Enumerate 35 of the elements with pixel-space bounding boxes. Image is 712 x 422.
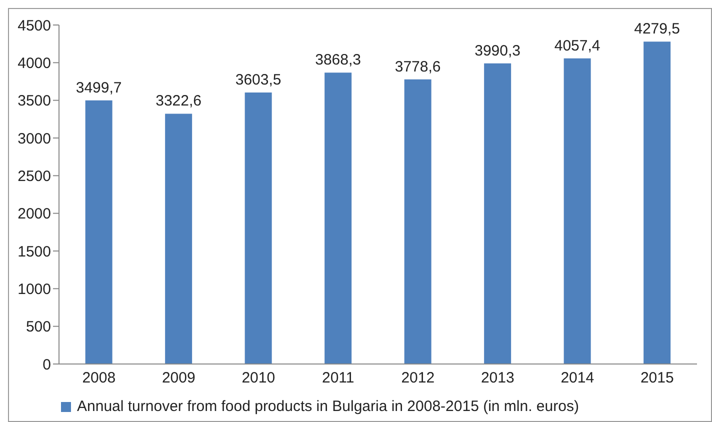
- data-label: 3603,5: [235, 72, 282, 89]
- data-label: 3990,3: [474, 42, 521, 60]
- x-tick-label: 2015: [640, 370, 674, 387]
- legend-label: Annual turnover from food products in Bulgaria in 2008-2015 (in mln. euros): [77, 398, 579, 415]
- bar: [244, 92, 272, 364]
- bar: [644, 42, 671, 364]
- bar: [564, 58, 591, 364]
- x-tick-label: 2009: [162, 370, 196, 387]
- x-tick-label: 2014: [560, 370, 594, 387]
- bar: [324, 72, 352, 364]
- y-tick-label: 4500: [18, 17, 51, 34]
- y-tick-label: 4000: [18, 54, 51, 72]
- y-tick-label: 3000: [18, 130, 51, 148]
- y-tick-label: 1000: [18, 280, 51, 298]
- x-tick-label: 2011: [322, 370, 354, 387]
- y-tick-label: 500: [26, 318, 51, 336]
- x-tick-label: 2008: [82, 370, 116, 387]
- x-tick-label: 2010: [242, 370, 276, 387]
- data-label: 3778,6: [394, 58, 441, 76]
- x-tick-label: 2012: [401, 370, 435, 387]
- data-label: 3322,6: [156, 92, 202, 110]
- y-tick-label: 2500: [18, 168, 51, 185]
- data-label: 3868,3: [315, 52, 362, 69]
- data-label: 4279,5: [634, 20, 680, 38]
- bar: [484, 63, 512, 364]
- x-tick-label: 2013: [480, 370, 514, 387]
- bar: [85, 100, 112, 364]
- y-tick-label: 0: [42, 356, 51, 374]
- data-label: 3499,7: [76, 79, 122, 96]
- y-tick-label: 3500: [18, 92, 51, 110]
- y-tick-label: 2000: [18, 206, 51, 223]
- y-tick-label: 1500: [18, 243, 51, 260]
- bar: [165, 114, 192, 364]
- data-label: 4057,4: [554, 37, 600, 54]
- bar: [404, 79, 432, 364]
